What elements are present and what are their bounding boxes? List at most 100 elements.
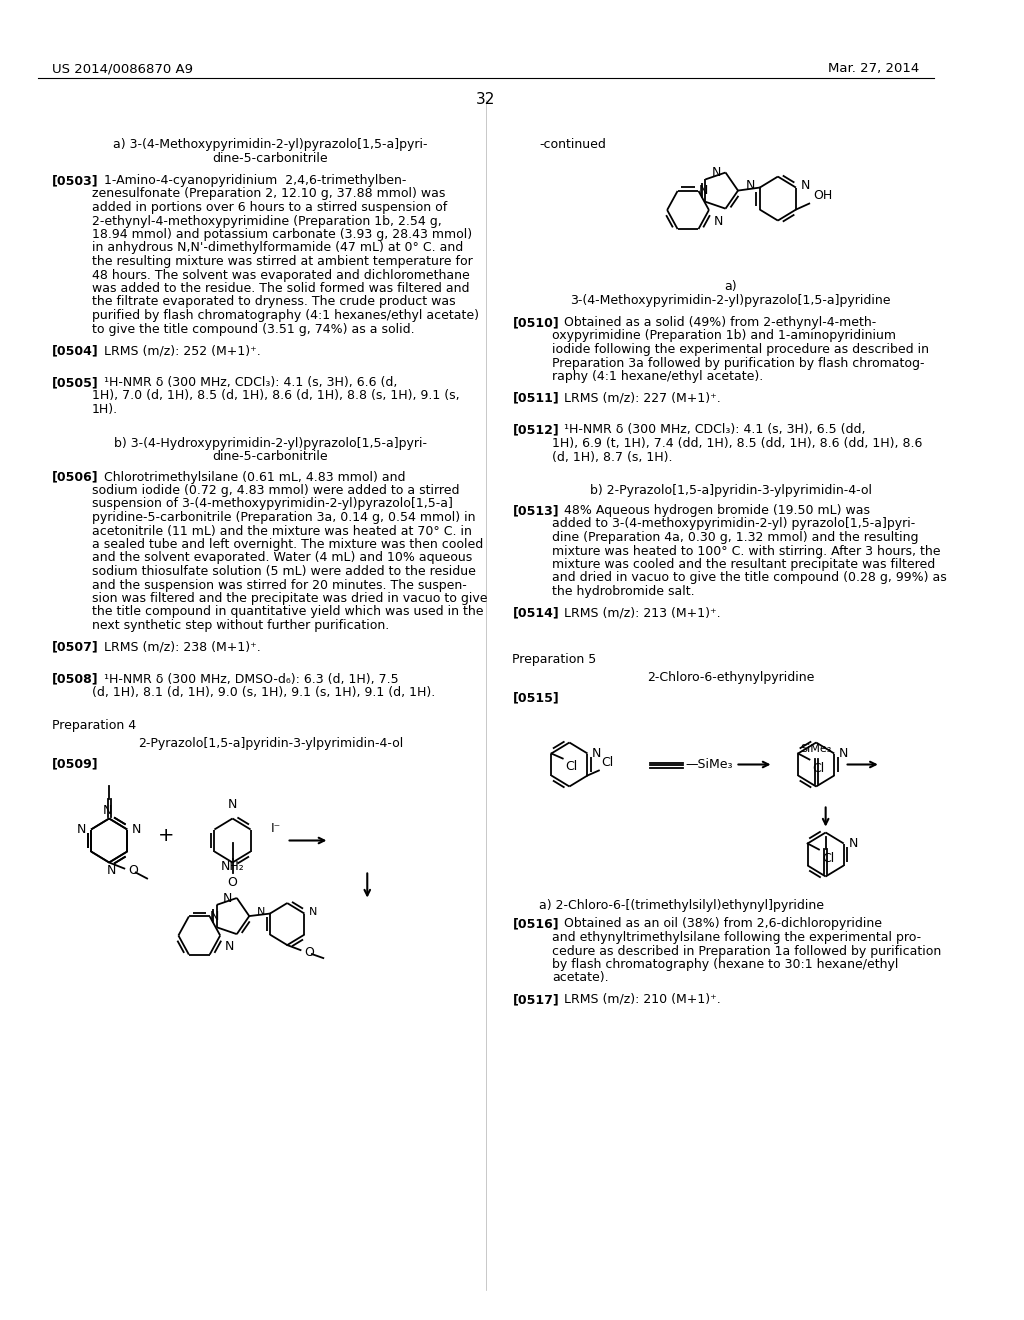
Text: the resulting mixture was stirred at ambient temperature for: the resulting mixture was stirred at amb… (92, 255, 473, 268)
Text: LRMS (m/z): 227 (M+1)⁺.: LRMS (m/z): 227 (M+1)⁺. (552, 392, 721, 404)
Text: [0513]: [0513] (512, 504, 559, 517)
Text: b) 3-(4-Hydroxypyrimidin-2-yl)pyrazolo[1,5-a]pyri-: b) 3-(4-Hydroxypyrimidin-2-yl)pyrazolo[1… (114, 437, 427, 450)
Text: [0515]: [0515] (512, 692, 559, 705)
Text: Chlorotrimethylsilane (0.61 mL, 4.83 mmol) and: Chlorotrimethylsilane (0.61 mL, 4.83 mmo… (92, 470, 406, 483)
Text: next synthetic step without further purification.: next synthetic step without further puri… (92, 619, 389, 632)
Text: Cl: Cl (822, 851, 835, 865)
Text: N: N (222, 891, 232, 904)
Text: oxypyrimidine (Preparation 1b) and 1-aminopyridinium: oxypyrimidine (Preparation 1b) and 1-ami… (552, 330, 896, 342)
Text: dine-5-carbonitrile: dine-5-carbonitrile (213, 152, 329, 165)
Text: NH₂: NH₂ (220, 861, 245, 874)
Text: the title compound in quantitative yield which was used in the: the title compound in quantitative yield… (92, 606, 483, 619)
Text: suspension of 3-(4-methoxypyrimidin-2-yl)pyrazolo[1,5-a]: suspension of 3-(4-methoxypyrimidin-2-yl… (92, 498, 453, 511)
Text: —SiMe₃: —SiMe₃ (685, 758, 733, 771)
Text: a): a) (724, 280, 737, 293)
Text: N: N (225, 940, 234, 953)
Text: ¹H-NMR δ (300 MHz, CDCl₃): 4.1 (s, 3H), 6.6 (d,: ¹H-NMR δ (300 MHz, CDCl₃): 4.1 (s, 3H), … (92, 376, 397, 389)
Text: mixture was cooled and the resultant precipitate was filtered: mixture was cooled and the resultant pre… (552, 558, 936, 572)
Text: N: N (714, 215, 723, 228)
Text: [0507]: [0507] (52, 640, 99, 653)
Text: added in portions over 6 hours to a stirred suspension of: added in portions over 6 hours to a stir… (92, 201, 447, 214)
Text: and the solvent evaporated. Water (4 mL) and 10% aqueous: and the solvent evaporated. Water (4 mL)… (92, 552, 472, 565)
Text: Preparation 5: Preparation 5 (512, 653, 597, 667)
Text: added to 3-(4-methoxypyrimidin-2-yl) pyrazolo[1,5-a]pyri-: added to 3-(4-methoxypyrimidin-2-yl) pyr… (552, 517, 915, 531)
Text: O: O (128, 865, 138, 876)
Text: LRMS (m/z): 213 (M+1)⁺.: LRMS (m/z): 213 (M+1)⁺. (552, 606, 721, 619)
Text: pyridine-5-carbonitrile (Preparation 3a, 0.14 g, 0.54 mmol) in: pyridine-5-carbonitrile (Preparation 3a,… (92, 511, 475, 524)
Text: and the suspension was stirred for 20 minutes. The suspen-: and the suspension was stirred for 20 mi… (92, 578, 467, 591)
Text: [0505]: [0505] (52, 376, 99, 389)
Text: N: N (712, 166, 721, 180)
Text: SiMe₃: SiMe₃ (801, 743, 831, 754)
Text: OH: OH (813, 189, 833, 202)
Text: O: O (227, 875, 238, 888)
Text: Preparation 3a followed by purification by flash chromatog-: Preparation 3a followed by purification … (552, 356, 925, 370)
Text: N: N (227, 797, 238, 810)
Text: sodium iodide (0.72 g, 4.83 mmol) were added to a stirred: sodium iodide (0.72 g, 4.83 mmol) were a… (92, 484, 460, 498)
Text: -continued: -continued (539, 139, 606, 150)
Text: acetate).: acetate). (552, 972, 609, 985)
Text: +: + (158, 826, 174, 845)
Text: [0510]: [0510] (512, 315, 559, 329)
Text: was added to the residue. The solid formed was filtered and: was added to the residue. The solid form… (92, 282, 470, 294)
Text: sodium thiosulfate solution (5 mL) were added to the residue: sodium thiosulfate solution (5 mL) were … (92, 565, 476, 578)
Text: [0508]: [0508] (52, 672, 99, 685)
Text: ¹H-NMR δ (300 MHz, CDCl₃): 4.1 (s, 3H), 6.5 (dd,: ¹H-NMR δ (300 MHz, CDCl₃): 4.1 (s, 3H), … (552, 424, 866, 437)
Text: N: N (698, 185, 709, 198)
Text: b) 2-Pyrazolo[1,5-a]pyridin-3-ylpyrimidin-4-ol: b) 2-Pyrazolo[1,5-a]pyridin-3-ylpyrimidi… (590, 484, 871, 498)
Text: (d, 1H), 8.1 (d, 1H), 9.0 (s, 1H), 9.1 (s, 1H), 9.1 (d, 1H).: (d, 1H), 8.1 (d, 1H), 9.0 (s, 1H), 9.1 (… (92, 686, 435, 700)
Text: N: N (309, 907, 317, 916)
Text: 1H), 7.0 (d, 1H), 8.5 (d, 1H), 8.6 (d, 1H), 8.8 (s, 1H), 9.1 (s,: 1H), 7.0 (d, 1H), 8.5 (d, 1H), 8.6 (d, 1… (92, 389, 460, 403)
Text: N: N (132, 822, 141, 836)
Text: 48 hours. The solvent was evaporated and dichloromethane: 48 hours. The solvent was evaporated and… (92, 268, 470, 281)
Text: a sealed tube and left overnight. The mixture was then cooled: a sealed tube and left overnight. The mi… (92, 539, 483, 550)
Text: [0506]: [0506] (52, 470, 99, 483)
Text: in anhydrous N,N'-dimethylformamide (47 mL) at 0° C. and: in anhydrous N,N'-dimethylformamide (47 … (92, 242, 463, 255)
Text: by flash chromatography (hexane to 30:1 hexane/ethyl: by flash chromatography (hexane to 30:1 … (552, 958, 899, 972)
Text: mixture was heated to 100° C. with stirring. After 3 hours, the: mixture was heated to 100° C. with stirr… (552, 544, 941, 557)
Text: N: N (745, 180, 755, 193)
Text: [0517]: [0517] (512, 993, 559, 1006)
Text: N: N (210, 909, 219, 923)
Text: 3-(4-Methoxypyrimidin-2-yl)pyrazolo[1,5-a]pyridine: 3-(4-Methoxypyrimidin-2-yl)pyrazolo[1,5-… (570, 294, 891, 308)
Text: O: O (304, 945, 314, 958)
Text: ¹H-NMR δ (300 MHz, DMSO-d₆): 6.3 (d, 1H), 7.5: ¹H-NMR δ (300 MHz, DMSO-d₆): 6.3 (d, 1H)… (92, 672, 398, 685)
Text: a) 3-(4-Methoxypyrimidin-2-yl)pyrazolo[1,5-a]pyri-: a) 3-(4-Methoxypyrimidin-2-yl)pyrazolo[1… (114, 139, 428, 150)
Text: LRMS (m/z): 238 (M+1)⁺.: LRMS (m/z): 238 (M+1)⁺. (92, 640, 261, 653)
Text: N: N (257, 907, 265, 916)
Text: N: N (592, 747, 602, 760)
Text: 1H).: 1H). (92, 403, 118, 416)
Text: to give the title compound (3.51 g, 74%) as a solid.: to give the title compound (3.51 g, 74%)… (92, 322, 415, 335)
Text: US 2014/0086870 A9: US 2014/0086870 A9 (52, 62, 194, 75)
Text: dine (Preparation 4a, 0.30 g, 1.32 mmol) and the resulting: dine (Preparation 4a, 0.30 g, 1.32 mmol)… (552, 531, 919, 544)
Text: Mar. 27, 2014: Mar. 27, 2014 (828, 62, 920, 75)
Text: Cl: Cl (602, 755, 614, 768)
Text: the hydrobromide salt.: the hydrobromide salt. (552, 585, 695, 598)
Text: [0509]: [0509] (52, 758, 99, 771)
Text: dine-5-carbonitrile: dine-5-carbonitrile (213, 450, 329, 463)
Text: LRMS (m/z): 252 (M+1)⁺.: LRMS (m/z): 252 (M+1)⁺. (92, 345, 261, 356)
Text: 2-Chloro-6-ethynylpyridine: 2-Chloro-6-ethynylpyridine (647, 672, 814, 685)
Text: N: N (801, 180, 810, 193)
Text: Cl: Cl (565, 760, 578, 774)
Text: 18.94 mmol) and potassium carbonate (3.93 g, 28.43 mmol): 18.94 mmol) and potassium carbonate (3.9… (92, 228, 472, 242)
Text: iodide following the experimental procedure as described in: iodide following the experimental proced… (552, 343, 930, 356)
Text: N: N (106, 865, 116, 878)
Text: 32: 32 (476, 92, 496, 107)
Text: sion was filtered and the precipitate was dried in vacuo to give: sion was filtered and the precipitate wa… (92, 591, 487, 605)
Text: [0516]: [0516] (512, 917, 559, 931)
Text: 1-Amino-4-cyanopyridinium  2,4,6-trimethylben-: 1-Amino-4-cyanopyridinium 2,4,6-trimethy… (92, 174, 407, 187)
Text: [0512]: [0512] (512, 424, 559, 437)
Text: Obtained as a solid (49%) from 2-ethynyl-4-meth-: Obtained as a solid (49%) from 2-ethynyl… (552, 315, 877, 329)
Text: cedure as described in Preparation 1a followed by purification: cedure as described in Preparation 1a fo… (552, 945, 942, 957)
Text: LRMS (m/z): 210 (M+1)⁺.: LRMS (m/z): 210 (M+1)⁺. (552, 993, 721, 1006)
Text: acetonitrile (11 mL) and the mixture was heated at 70° C. in: acetonitrile (11 mL) and the mixture was… (92, 524, 472, 537)
Text: raphy (4:1 hexane/ethyl acetate).: raphy (4:1 hexane/ethyl acetate). (552, 370, 764, 383)
Text: Preparation 4: Preparation 4 (52, 719, 136, 733)
Text: 48% Aqueous hydrogen bromide (19.50 mL) was: 48% Aqueous hydrogen bromide (19.50 mL) … (552, 504, 870, 517)
Text: and ethynyltrimethylsilane following the experimental pro-: and ethynyltrimethylsilane following the… (552, 931, 922, 944)
Text: 2-Pyrazolo[1,5-a]pyridin-3-ylpyrimidin-4-ol: 2-Pyrazolo[1,5-a]pyridin-3-ylpyrimidin-4… (138, 738, 403, 751)
Text: I⁻: I⁻ (270, 822, 281, 836)
Text: 1H), 6.9 (t, 1H), 7.4 (dd, 1H), 8.5 (dd, 1H), 8.6 (dd, 1H), 8.6: 1H), 6.9 (t, 1H), 7.4 (dd, 1H), 8.5 (dd,… (552, 437, 923, 450)
Text: a) 2-Chloro-6-[(trimethylsilyl)ethynyl]pyridine: a) 2-Chloro-6-[(trimethylsilyl)ethynyl]p… (539, 899, 824, 912)
